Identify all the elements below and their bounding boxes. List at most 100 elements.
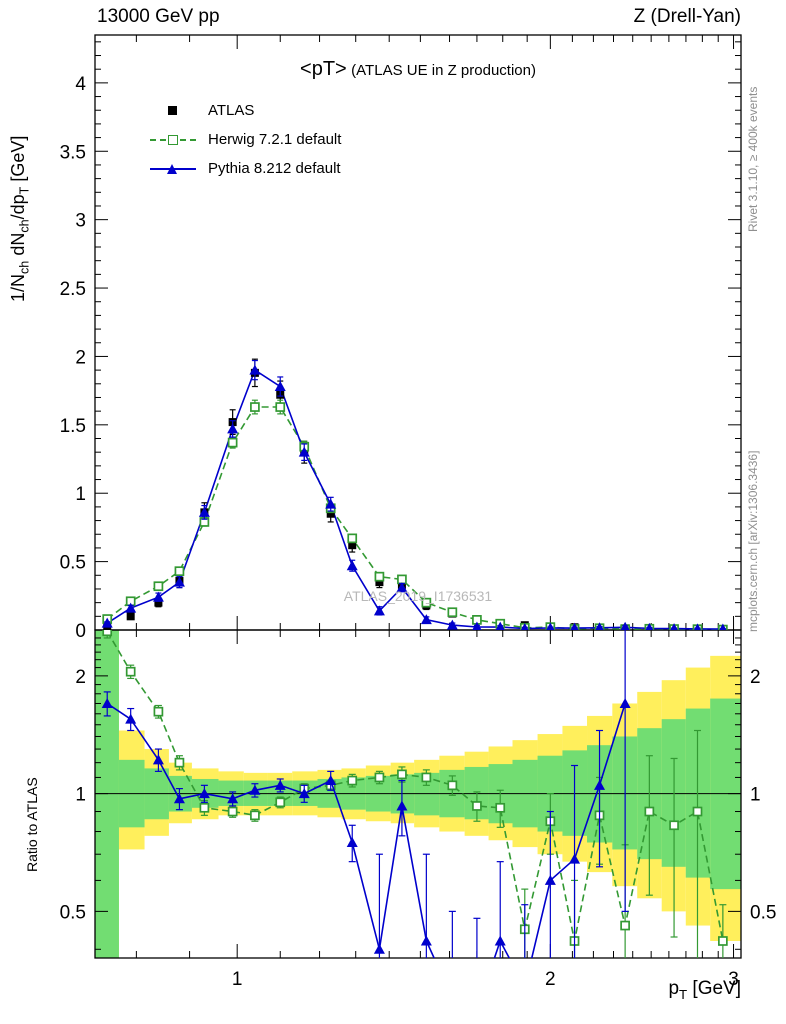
tick-label: 1 (750, 785, 761, 806)
marker-triangle (373, 605, 385, 616)
marker-triangle (274, 779, 286, 790)
marker-square-open (472, 801, 482, 811)
marker-square-open (153, 581, 164, 592)
x-axis-label: pT [GeV] (668, 978, 741, 1002)
marker-square-filled (348, 541, 357, 550)
marker-triangle (125, 713, 137, 724)
marker-triangle (325, 498, 337, 509)
tick-label: 2 (545, 969, 556, 990)
series-pythia (101, 359, 727, 630)
marker-triangle (346, 836, 358, 847)
marker-triangle (495, 621, 505, 630)
triangle-filled-icon (150, 162, 196, 176)
plot-title-main: <pT> (300, 58, 347, 80)
marker-triangle (645, 622, 654, 630)
ratio-pythia (101, 630, 631, 958)
marker-square-open (275, 797, 286, 808)
tick-label: 1 (232, 969, 243, 990)
marker-triangle (693, 623, 702, 630)
marker-square-open (421, 597, 432, 608)
marker-triangle (373, 943, 385, 954)
y-axis-label-top: 1/Nch dNch/dpT [GeV] (8, 135, 32, 302)
marker-square-open (275, 402, 286, 412)
legend-label: ATLAS (208, 102, 255, 119)
marker-triangle (101, 697, 113, 708)
legend-item-herwig: Herwig 7.2.1 default (150, 125, 341, 154)
plot-title-sub: (ATLAS UE in Z production) (351, 62, 536, 79)
marker-square-open (718, 936, 728, 946)
tick-label: 2 (75, 347, 86, 368)
tick-label: 4 (75, 74, 86, 95)
analysis-id-watermark: ATLAS_2019_I1736531 (343, 588, 493, 604)
marker-triangle (472, 621, 482, 630)
marker-triangle (173, 793, 185, 804)
legend-marker-sample (168, 105, 177, 115)
marker-square-open (644, 806, 655, 817)
marker-triangle (346, 560, 358, 571)
legend-marker-sample (168, 134, 178, 145)
marker-square-open (669, 820, 679, 831)
marker-square-filled (154, 598, 163, 607)
marker-triangle (619, 697, 631, 708)
marker-triangle (274, 381, 286, 392)
marker-triangle (325, 775, 337, 786)
marker-square-open (199, 802, 210, 813)
tick-label: 1.5 (60, 416, 86, 437)
plot-title: <pT> (ATLAS UE in Z production) (95, 58, 741, 81)
marker-square-filled (326, 509, 335, 518)
marker-triangle (298, 788, 310, 799)
header-process: Z (Drell-Yan) (633, 6, 741, 27)
marker-triangle (670, 623, 678, 630)
marker-triangle (420, 935, 432, 946)
marker-triangle (494, 935, 506, 946)
marker-square-open (374, 772, 385, 783)
marker-triangle (544, 874, 556, 885)
tick-label: 3 (75, 211, 86, 232)
tick-label: 0.5 (750, 902, 776, 923)
marker-square-open (250, 810, 260, 821)
ratio-panel-frame (94, 629, 742, 959)
marker-square-open (620, 920, 630, 931)
marker-square-open (347, 775, 358, 786)
marker-square-open (447, 607, 458, 618)
marker-square-open (495, 802, 506, 813)
mcplots-arxiv-note: mcplots.cern.ch [arXiv:1306.3436] (746, 450, 760, 632)
legend-marker-sample (167, 163, 177, 174)
marker-triangle (298, 446, 310, 457)
marker-square-open (227, 437, 238, 448)
marker-triangle (620, 621, 630, 630)
marker-triangle (249, 364, 261, 375)
marker-square-open (174, 566, 185, 577)
y-axis-label-ratio: Ratio to ATLAS (24, 777, 40, 872)
tick-label: 0.5 (60, 902, 86, 923)
tick-label: 1 (75, 484, 86, 505)
legend: ATLAS Herwig 7.2.1 default Pythia 8.212 de… (150, 96, 341, 183)
marker-triangle (520, 622, 529, 630)
marker-triangle (396, 800, 408, 811)
marker-square-open (227, 806, 238, 817)
marker-triangle (198, 788, 210, 799)
marker-square-open (250, 402, 260, 412)
square-filled-icon (150, 104, 196, 118)
axis-ticks (95, 35, 741, 958)
legend-label: Pythia 8.212 default (208, 160, 341, 177)
marker-triangle (101, 617, 113, 628)
rivet-version-note: Rivet 3.1.10, ≥ 400k events (746, 86, 760, 232)
marker-square-filled (375, 578, 384, 587)
marker-triangle (396, 582, 408, 593)
tick-label: 0 (75, 621, 86, 642)
marker-triangle (227, 793, 239, 804)
marker-square-open (374, 571, 385, 582)
tick-label: 0.5 (60, 553, 86, 574)
tick-label: 3.5 (60, 142, 86, 163)
marker-triangle (152, 754, 164, 765)
tick-label: 2 (750, 667, 761, 688)
marker-square-open (125, 666, 136, 677)
marker-triangle (719, 623, 727, 630)
marker-square-open (153, 706, 164, 717)
marker-triangle (546, 622, 555, 630)
marker-square-open (397, 769, 407, 780)
marker-square-open (102, 630, 113, 637)
marker-triangle (595, 622, 604, 630)
legend-label: Herwig 7.2.1 default (208, 131, 342, 148)
